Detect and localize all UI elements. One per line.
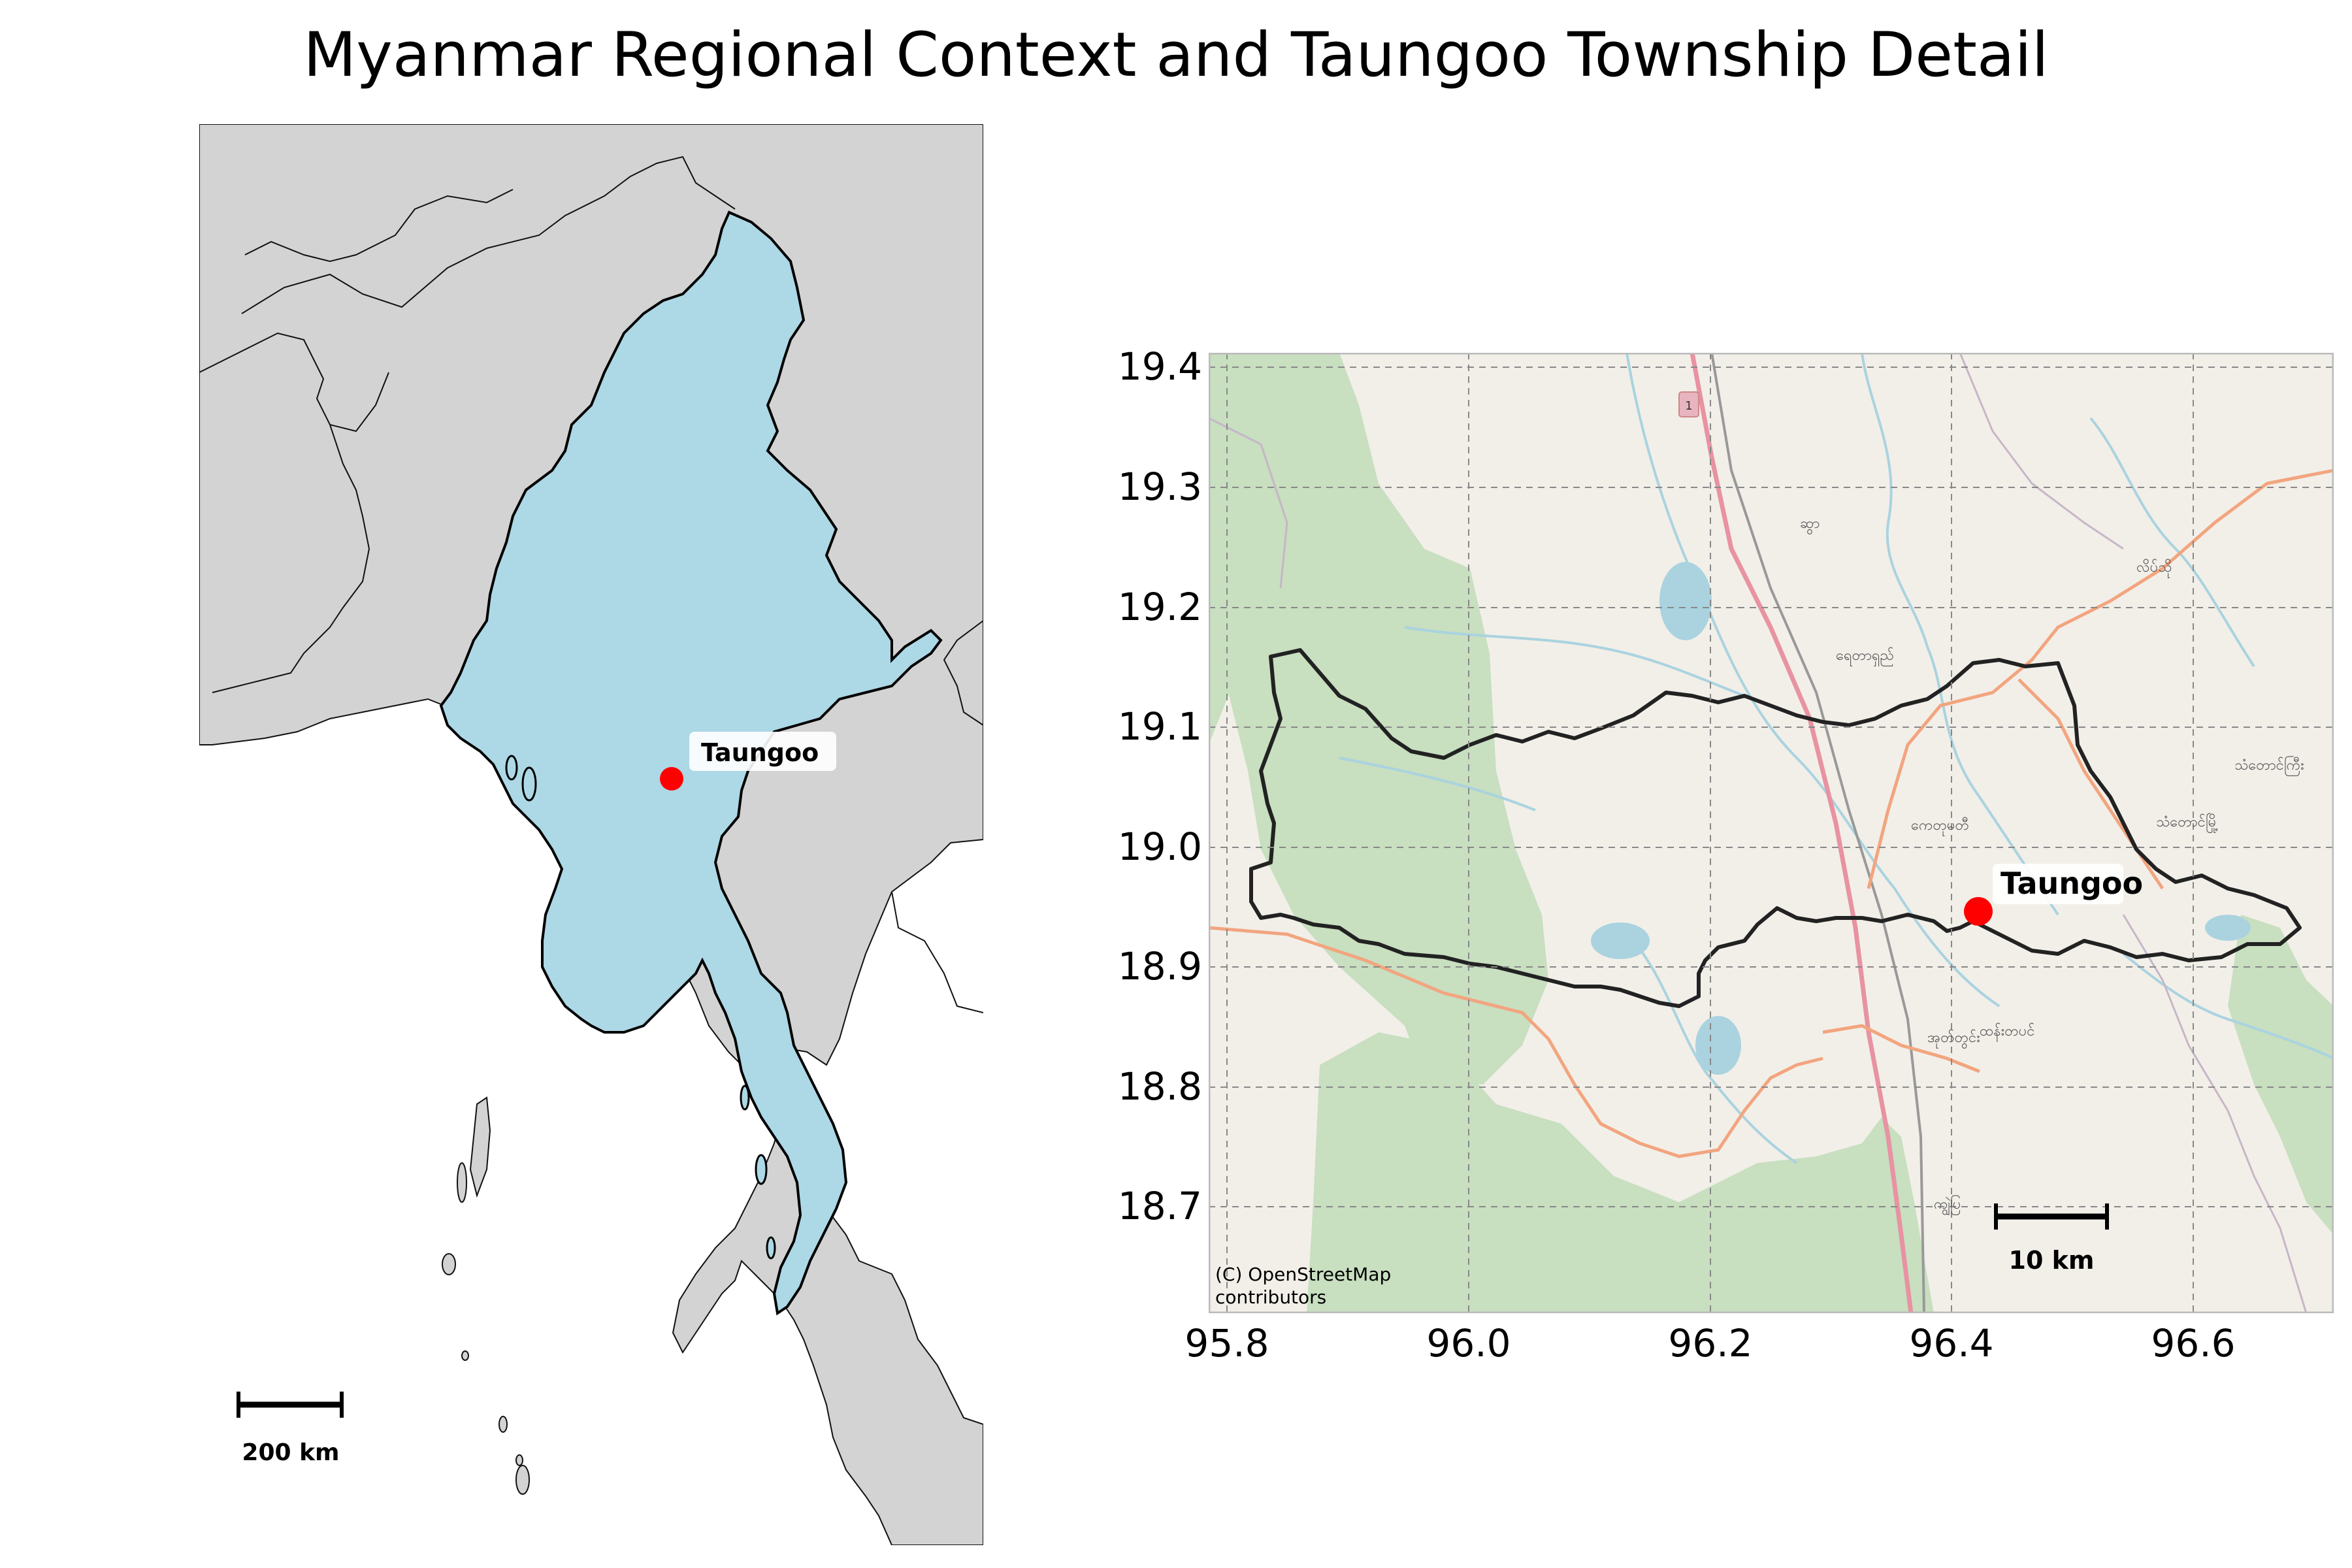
- taungoo-label: Taungoo: [701, 738, 819, 767]
- detail-map-svg: ဆွာ လိပ်သို ရေတာရှည် ကေတုမတီ သံတောင်ကြီး…: [1209, 353, 2334, 1313]
- overview-map-panel: Taungoo 200 km: [199, 124, 983, 1545]
- taungoo-detail-label: Taungoo: [2001, 866, 2143, 901]
- y-tick-19.1: 19.1: [1117, 704, 1202, 749]
- y-tick-19.2: 19.2: [1117, 585, 1202, 629]
- x-tick-96.4: 96.4: [1909, 1321, 1994, 1365]
- x-tick-96.0: 96.0: [1426, 1321, 1511, 1365]
- place-name-7: အုတ်တွင်း: [1927, 1029, 1980, 1049]
- x-tick-96.2: 96.2: [1668, 1321, 1753, 1365]
- overview-map-svg: Taungoo 200 km: [199, 124, 983, 1545]
- figure-title: Myanmar Regional Context and Taungoo Tow…: [303, 20, 2049, 91]
- detail-scalebar: [1994, 1203, 2109, 1230]
- taungoo-marker[interactable]: [660, 767, 683, 791]
- minor-roads: [1209, 353, 2308, 1313]
- forest-topleft: [1209, 353, 1254, 745]
- forest-west: [1222, 353, 1548, 1085]
- attribution-line-2: contributors: [1215, 1286, 1326, 1308]
- detail-scalebar-label: 10 km: [2009, 1246, 2095, 1275]
- map-frame: [1209, 353, 2334, 1313]
- y-tick-19.4: 19.4: [1117, 344, 1202, 389]
- neighbor-borders: [199, 155, 983, 1013]
- place-name-6: သံတောင်မြို့: [2156, 813, 2219, 833]
- x-tick-95.8: 95.8: [1184, 1321, 1269, 1365]
- andaman-islands: [442, 1096, 530, 1495]
- attribution-line-1: (C) OpenStreetMap: [1215, 1264, 1391, 1285]
- y-tick-18.9: 18.9: [1117, 944, 1202, 988]
- y-tick-18.8: 18.8: [1117, 1064, 1202, 1109]
- y-tick-19.3: 19.3: [1117, 465, 1202, 509]
- place-name-8: ထန်းတပင်: [1980, 1022, 2034, 1042]
- taungoo-marker-detail[interactable]: [1964, 897, 1993, 926]
- forest-south: [1307, 1032, 1934, 1313]
- place-name-4: ကေတုမတီ: [1911, 817, 1969, 836]
- primary-roads: [1209, 468, 2334, 1158]
- road-shield-label: 1: [1685, 399, 1692, 413]
- place-name-2: လိပ်သို: [2136, 559, 2172, 578]
- gridlines: [1209, 353, 2334, 1313]
- y-tick-19.0: 19.0: [1117, 825, 1202, 869]
- coastal-islands: [505, 755, 776, 1260]
- x-tick-96.6: 96.6: [2151, 1321, 2236, 1365]
- trunk-road: [1690, 353, 1914, 1313]
- taungoo-label-box: [689, 732, 836, 771]
- railway: [1710, 353, 1925, 1313]
- township-boundary: [1249, 648, 2302, 1008]
- forest-east: [2228, 915, 2334, 1235]
- place-name-9: ကျွဲပြ: [1934, 1195, 1961, 1216]
- detail-map-panel: ဆွာ လိပ်သို ရေတာရှည် ကေတုမတီ သံတောင်ကြီး…: [1209, 353, 2334, 1313]
- overview-scalebar-label: 200 km: [242, 1439, 339, 1466]
- y-tick-18.7: 18.7: [1117, 1184, 1202, 1228]
- rivers: [1339, 353, 2334, 1164]
- road-shield: [1678, 391, 1699, 417]
- lakes: [1591, 562, 2251, 1075]
- place-name-3: ရေတာရှည်: [1836, 647, 1894, 667]
- taungoo-detail-label-box: [1993, 864, 2123, 904]
- place-name-5: သံတောင်ကြီး: [2234, 756, 2304, 776]
- overview-scalebar: [237, 1392, 344, 1418]
